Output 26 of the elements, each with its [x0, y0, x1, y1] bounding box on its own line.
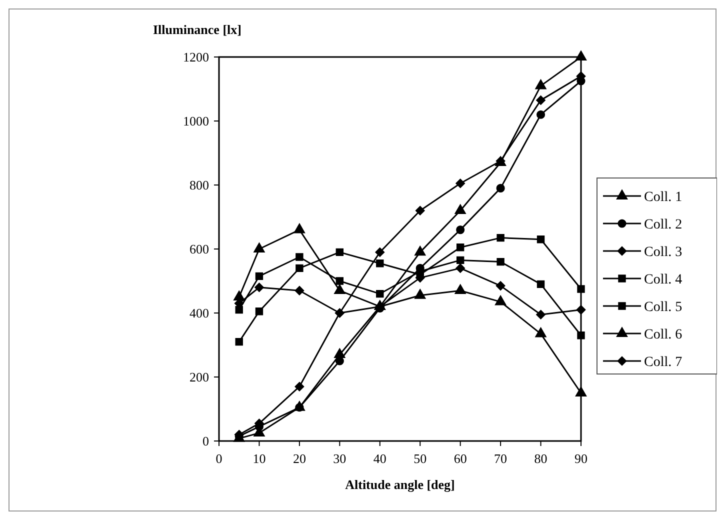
x-tick-label: 50	[414, 451, 427, 466]
x-tick-label: 40	[373, 451, 386, 466]
x-tick-label: 70	[494, 451, 508, 466]
x-tick-label: 10	[252, 451, 266, 466]
legend-label: Coll. 5	[644, 300, 682, 315]
y-tick-label: 200	[190, 370, 209, 384]
x-tick-label: 90	[574, 451, 588, 466]
y-axis-title: Illuminance [lx]	[153, 22, 242, 37]
x-tick-label: 0	[216, 451, 222, 466]
x-tick-label: 30	[333, 451, 346, 466]
y-tick-label: 600	[190, 242, 209, 256]
y-tick-label: 800	[190, 178, 209, 192]
y-tick-label: 0	[202, 434, 209, 448]
x-axis-title: Altitude angle [deg]	[345, 477, 455, 492]
legend-label: Coll. 7	[644, 355, 682, 370]
legend-label: Coll. 6	[644, 328, 682, 342]
legend-label: Coll. 3	[644, 245, 682, 260]
y-tick-label: 1000	[183, 114, 209, 128]
x-tick-label: 60	[454, 451, 467, 466]
x-tick-label: 20	[292, 451, 306, 466]
y-tick-label: 400	[190, 306, 209, 320]
x-tick-label: 80	[534, 451, 548, 466]
legend-label: Coll. 1	[644, 190, 682, 205]
legend-label: Coll. 4	[644, 272, 682, 288]
legend-label: Coll. 2	[644, 218, 682, 232]
y-tick-label: 1200	[183, 50, 209, 64]
